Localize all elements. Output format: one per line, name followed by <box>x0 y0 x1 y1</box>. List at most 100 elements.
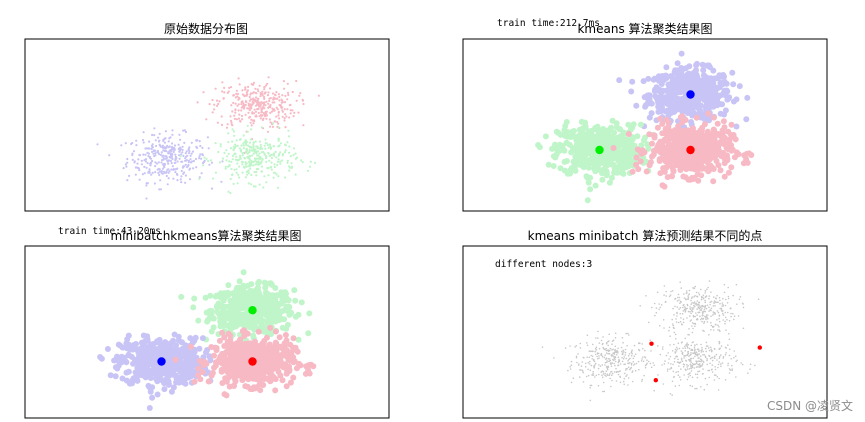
scatter-point <box>241 161 244 164</box>
scatter-point <box>613 351 616 354</box>
scatter-point <box>262 105 265 108</box>
scatter-point <box>174 377 181 384</box>
scatter-point <box>263 353 270 360</box>
scatter-point <box>616 353 618 356</box>
scatter-point <box>160 170 163 173</box>
scatter-point <box>169 136 172 139</box>
scatter-point <box>605 375 607 377</box>
scatter-point <box>237 173 240 176</box>
scatter-point <box>557 131 564 138</box>
scatter-point <box>653 302 656 305</box>
scatter-point <box>232 101 235 104</box>
scatter-point <box>231 110 234 113</box>
scatter-point <box>642 360 645 363</box>
scatter-point <box>189 154 192 157</box>
scatter-point <box>275 173 278 176</box>
scatter-point <box>729 69 736 76</box>
scatter-point <box>136 162 139 165</box>
scatter-point <box>286 159 289 162</box>
scatter-point <box>715 147 722 154</box>
scatter-point <box>262 151 265 154</box>
scatter-point <box>621 353 624 356</box>
scatter-point <box>613 356 615 359</box>
scatter-point <box>693 301 696 303</box>
scatter-point <box>584 148 591 155</box>
scatter-point <box>671 350 674 352</box>
scatter-point <box>146 162 149 165</box>
scatter-point <box>280 159 284 162</box>
scatter-point <box>300 159 303 162</box>
scatter-point <box>742 306 745 309</box>
scatter-point <box>727 311 729 314</box>
scatter-point <box>681 353 684 356</box>
scatter-point <box>616 77 623 84</box>
scatter-point <box>112 364 119 371</box>
scatter-point <box>720 365 722 368</box>
scatter-point <box>590 354 592 357</box>
scatter-point <box>269 145 272 148</box>
scatter-point <box>685 104 692 111</box>
scatter-point <box>741 363 744 366</box>
scatter-point <box>697 147 704 154</box>
scatter-point <box>683 345 686 348</box>
scatter-point <box>141 138 145 142</box>
scatter-point <box>159 370 166 377</box>
scatter-point <box>265 142 268 145</box>
scatter-point <box>112 373 119 380</box>
scatter-point <box>634 133 641 140</box>
scatter-point <box>190 152 193 155</box>
scatter-point <box>237 77 240 80</box>
scatter-point <box>172 177 175 180</box>
scatter-point <box>684 306 686 308</box>
scatter-point <box>225 343 232 350</box>
scatter-point <box>190 160 194 163</box>
scatter-point <box>717 140 723 147</box>
scatter-point <box>583 356 585 359</box>
scatter-point <box>609 377 611 380</box>
scatter-point <box>263 95 266 99</box>
scatter-point <box>606 368 609 371</box>
scatter-point <box>710 114 717 121</box>
scatter-point <box>281 153 285 156</box>
scatter-point <box>684 337 686 340</box>
scatter-point <box>295 311 302 318</box>
scatter-point <box>235 139 238 142</box>
scatter-point <box>268 319 275 326</box>
scatter-point <box>242 144 245 147</box>
scatter-point <box>232 182 235 185</box>
scatter-point <box>157 341 164 348</box>
scatter-point <box>720 309 723 311</box>
scatter-point <box>303 363 310 370</box>
scatter-point <box>173 144 177 147</box>
scatter-point <box>172 146 176 149</box>
scatter-point <box>655 311 658 314</box>
scatter-point <box>733 123 740 130</box>
scatter-point <box>592 374 595 377</box>
scatter-point <box>212 177 215 180</box>
scatter-point <box>619 381 622 384</box>
scatter-point <box>275 91 278 94</box>
scatter-point <box>180 160 183 163</box>
scatter-point <box>553 357 555 359</box>
scatter-point <box>633 355 636 358</box>
scatter-point <box>184 359 191 366</box>
scatter-point <box>674 72 681 79</box>
scatter-point <box>153 347 160 354</box>
scatter-point <box>682 321 685 324</box>
scatter-point <box>686 342 688 344</box>
scatter-point <box>301 161 304 164</box>
scatter-point <box>174 171 177 174</box>
scatter-point <box>696 85 703 92</box>
scatter-point <box>708 347 710 349</box>
scatter-point <box>700 351 703 353</box>
scatter-point <box>269 87 272 90</box>
scatter-point <box>172 168 175 171</box>
scatter-point <box>293 365 300 372</box>
scatter-point <box>725 95 732 102</box>
scatter-point <box>286 141 289 144</box>
scatter-point <box>710 178 717 185</box>
scatter-point <box>611 343 613 346</box>
scatter-point <box>648 100 655 107</box>
scatter-point <box>686 378 689 381</box>
scatter-point <box>614 332 617 335</box>
